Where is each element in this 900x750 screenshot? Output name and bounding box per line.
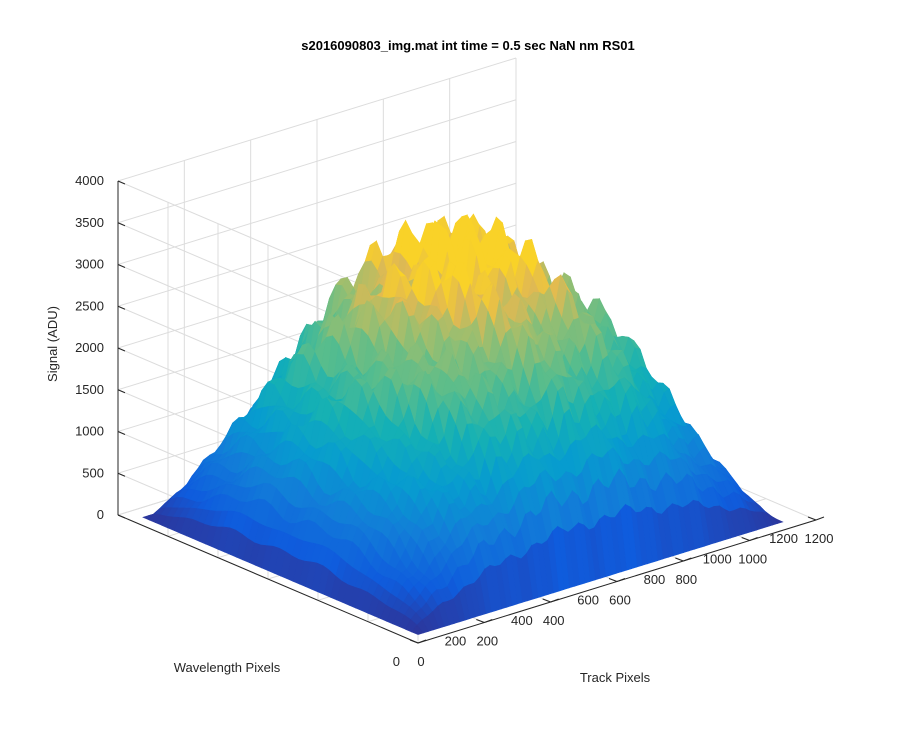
grid-line xyxy=(117,57,517,182)
surface-patch xyxy=(411,624,424,635)
z-tick-label: 0 xyxy=(97,507,104,522)
x-tick-label: 0 xyxy=(417,654,424,669)
y-axis-label: Wavelength Pixels xyxy=(174,660,281,675)
y-tick-label: 400 xyxy=(511,613,533,628)
grid-line xyxy=(117,99,517,224)
z-tick-label: 3000 xyxy=(75,257,104,272)
x-tick-label: 600 xyxy=(609,593,631,608)
z-tick-mark xyxy=(117,305,126,310)
x-tick-label: 1200 xyxy=(805,531,834,546)
z-axis-label: Signal (ADU) xyxy=(45,306,60,382)
z-tick-mark xyxy=(117,180,126,185)
y-tick-label: 800 xyxy=(644,572,666,587)
z-tick-mark xyxy=(117,472,126,477)
z-tick-mark xyxy=(117,347,126,352)
z-tick-mark xyxy=(117,389,126,394)
y-tick-label: 600 xyxy=(577,593,599,608)
grid-line xyxy=(117,182,517,307)
x-tick-mark xyxy=(409,639,419,644)
z-tick-mark xyxy=(117,514,126,519)
y-tick-mark xyxy=(417,639,427,644)
x-tick-mark xyxy=(542,598,551,603)
x-tick-label: 800 xyxy=(675,572,697,587)
z-tick-label: 2500 xyxy=(75,298,104,313)
y-tick-label: 1000 xyxy=(703,552,732,567)
x-tick-mark xyxy=(741,537,750,541)
x-tick-mark xyxy=(608,578,618,582)
y-axis-line xyxy=(117,514,419,644)
y-tick-label: 1200 xyxy=(769,531,798,546)
x-tick-mark xyxy=(807,516,817,521)
z-tick-mark xyxy=(117,264,126,268)
y-tick-mark xyxy=(550,598,559,603)
x-tick-mark xyxy=(675,557,684,562)
chart-title: s2016090803_img.mat int time = 0.5 sec N… xyxy=(301,38,635,53)
y-tick-mark xyxy=(749,537,758,541)
y-tick-mark xyxy=(815,516,825,521)
x-axis-label: Track Pixels xyxy=(580,670,651,685)
x-tick-mark xyxy=(476,619,485,623)
x-tick-label: 200 xyxy=(476,634,498,649)
z-tick-label: 1500 xyxy=(75,382,104,397)
y-tick-mark xyxy=(616,578,626,582)
z-tick-label: 2000 xyxy=(75,340,104,355)
x-tick-label: 1000 xyxy=(738,552,767,567)
data-surface xyxy=(142,213,784,635)
z-tick-label: 500 xyxy=(82,465,104,480)
z-tick-label: 4000 xyxy=(75,173,104,188)
y-tick-mark xyxy=(683,557,692,562)
y-tick-mark xyxy=(484,619,493,623)
grid-line xyxy=(117,141,517,265)
y-tick-label: 200 xyxy=(445,634,467,649)
z-tick-label: 3500 xyxy=(75,215,104,230)
x-tick-label: 400 xyxy=(543,613,565,628)
tick-labels: 0200400600800100012000200400600800100012… xyxy=(75,173,833,669)
z-tick-label: 1000 xyxy=(75,424,104,439)
y-tick-label: 0 xyxy=(393,654,400,669)
z-tick-mark xyxy=(117,222,126,227)
z-tick-mark xyxy=(117,431,126,435)
